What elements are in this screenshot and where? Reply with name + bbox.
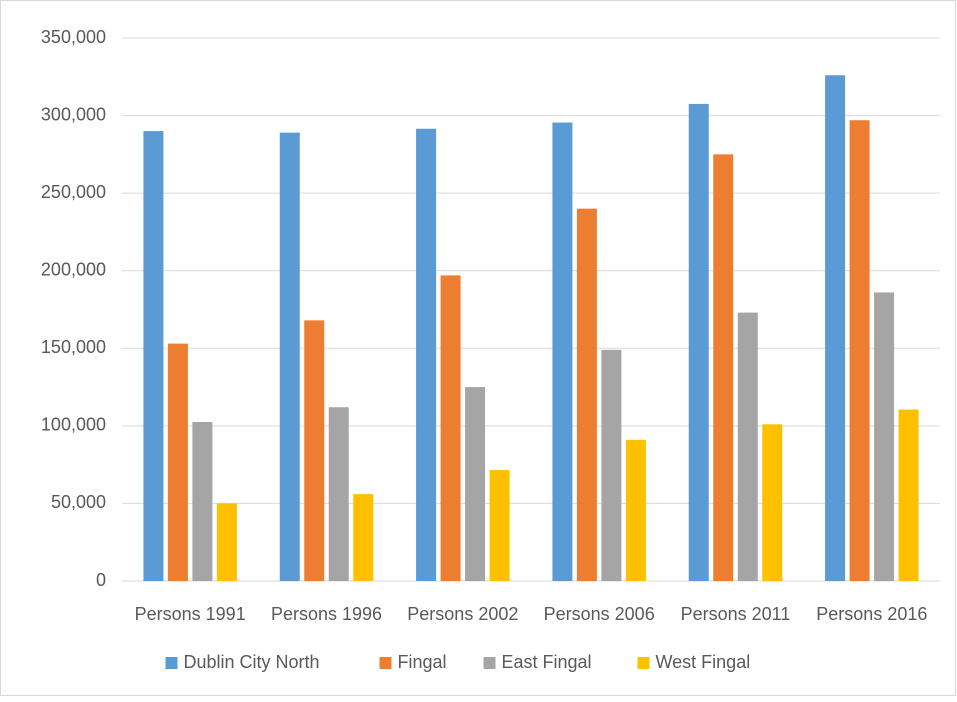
bar — [576, 208, 597, 581]
y-tick-label: 50,000 — [51, 492, 106, 512]
legend-swatch — [483, 657, 496, 669]
legend-swatch — [637, 657, 650, 669]
bar — [353, 494, 374, 581]
x-tick-label: Persons 2011 — [681, 604, 791, 624]
x-tick-label: Persons 1996 — [271, 604, 382, 624]
bar — [279, 132, 300, 581]
bar — [874, 292, 895, 581]
bar — [688, 103, 709, 581]
bar — [465, 387, 486, 581]
bar — [825, 75, 846, 581]
x-tick-label: Persons 2002 — [407, 604, 518, 624]
bar — [625, 439, 646, 581]
bar — [489, 470, 510, 581]
bar — [601, 349, 622, 581]
legend-swatch — [379, 657, 392, 669]
legend-label: East Fingal — [502, 652, 592, 672]
legend-swatch — [165, 657, 178, 669]
bar — [737, 312, 758, 581]
legend-label: Fingal — [398, 652, 447, 672]
bar — [328, 407, 349, 581]
bar — [216, 503, 237, 581]
x-tick-label: Persons 1991 — [135, 604, 246, 624]
y-tick-label: 0 — [96, 570, 106, 590]
bar — [713, 154, 734, 581]
legend-label: West Fingal — [656, 652, 751, 672]
bar — [416, 128, 437, 581]
bar — [440, 275, 461, 581]
y-tick-label: 150,000 — [41, 337, 106, 357]
bar — [143, 131, 164, 582]
bar — [167, 343, 188, 581]
bar — [304, 320, 325, 581]
y-tick-label: 250,000 — [41, 182, 106, 202]
bar — [552, 122, 573, 581]
y-tick-label: 200,000 — [41, 259, 106, 279]
y-tick-label: 100,000 — [41, 415, 106, 435]
bar — [849, 120, 870, 582]
x-tick-label: Persons 2016 — [816, 604, 927, 624]
y-tick-label: 300,000 — [41, 104, 106, 124]
x-tick-label: Persons 2006 — [544, 604, 655, 624]
bar — [762, 424, 783, 581]
bar — [192, 421, 213, 581]
bar — [898, 409, 919, 581]
y-tick-label: 350,000 — [41, 27, 106, 47]
legend-label: Dublin City North — [184, 652, 320, 672]
